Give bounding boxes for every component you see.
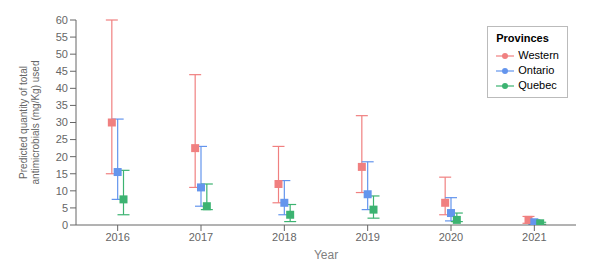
svg-text:Predicted quantity of totalant: Predicted quantity of totalantimicrobial…: [18, 61, 41, 185]
html-text:Western: Western: [518, 49, 559, 61]
html-text:Provinces: Provinces: [496, 32, 549, 44]
svg-text:35: 35: [56, 99, 68, 111]
html-text:Quebec: Quebec: [518, 79, 557, 91]
svg-text:45: 45: [56, 65, 68, 77]
svg-text:5: 5: [62, 202, 68, 214]
svg-text:20: 20: [56, 151, 68, 163]
svg-text:55: 55: [56, 31, 68, 43]
svg-text:25: 25: [56, 133, 68, 145]
svg-text:0: 0: [62, 219, 68, 231]
svg-text:10: 10: [56, 185, 68, 197]
svg-text:2019: 2019: [355, 231, 379, 243]
svg-text:30: 30: [56, 116, 68, 128]
svg-text:2016: 2016: [105, 231, 129, 243]
html-text:Ontario: Ontario: [518, 64, 555, 76]
svg-text:60: 60: [56, 14, 68, 26]
svg-text:2018: 2018: [272, 231, 296, 243]
svg-text:15: 15: [56, 168, 68, 180]
svg-text:2021: 2021: [522, 231, 546, 243]
svg-text:50: 50: [56, 48, 68, 60]
svg-text:40: 40: [56, 82, 68, 94]
svg-text:2020: 2020: [439, 231, 463, 243]
svg-text:2017: 2017: [189, 231, 213, 243]
svg-text:Year: Year: [314, 248, 338, 262]
